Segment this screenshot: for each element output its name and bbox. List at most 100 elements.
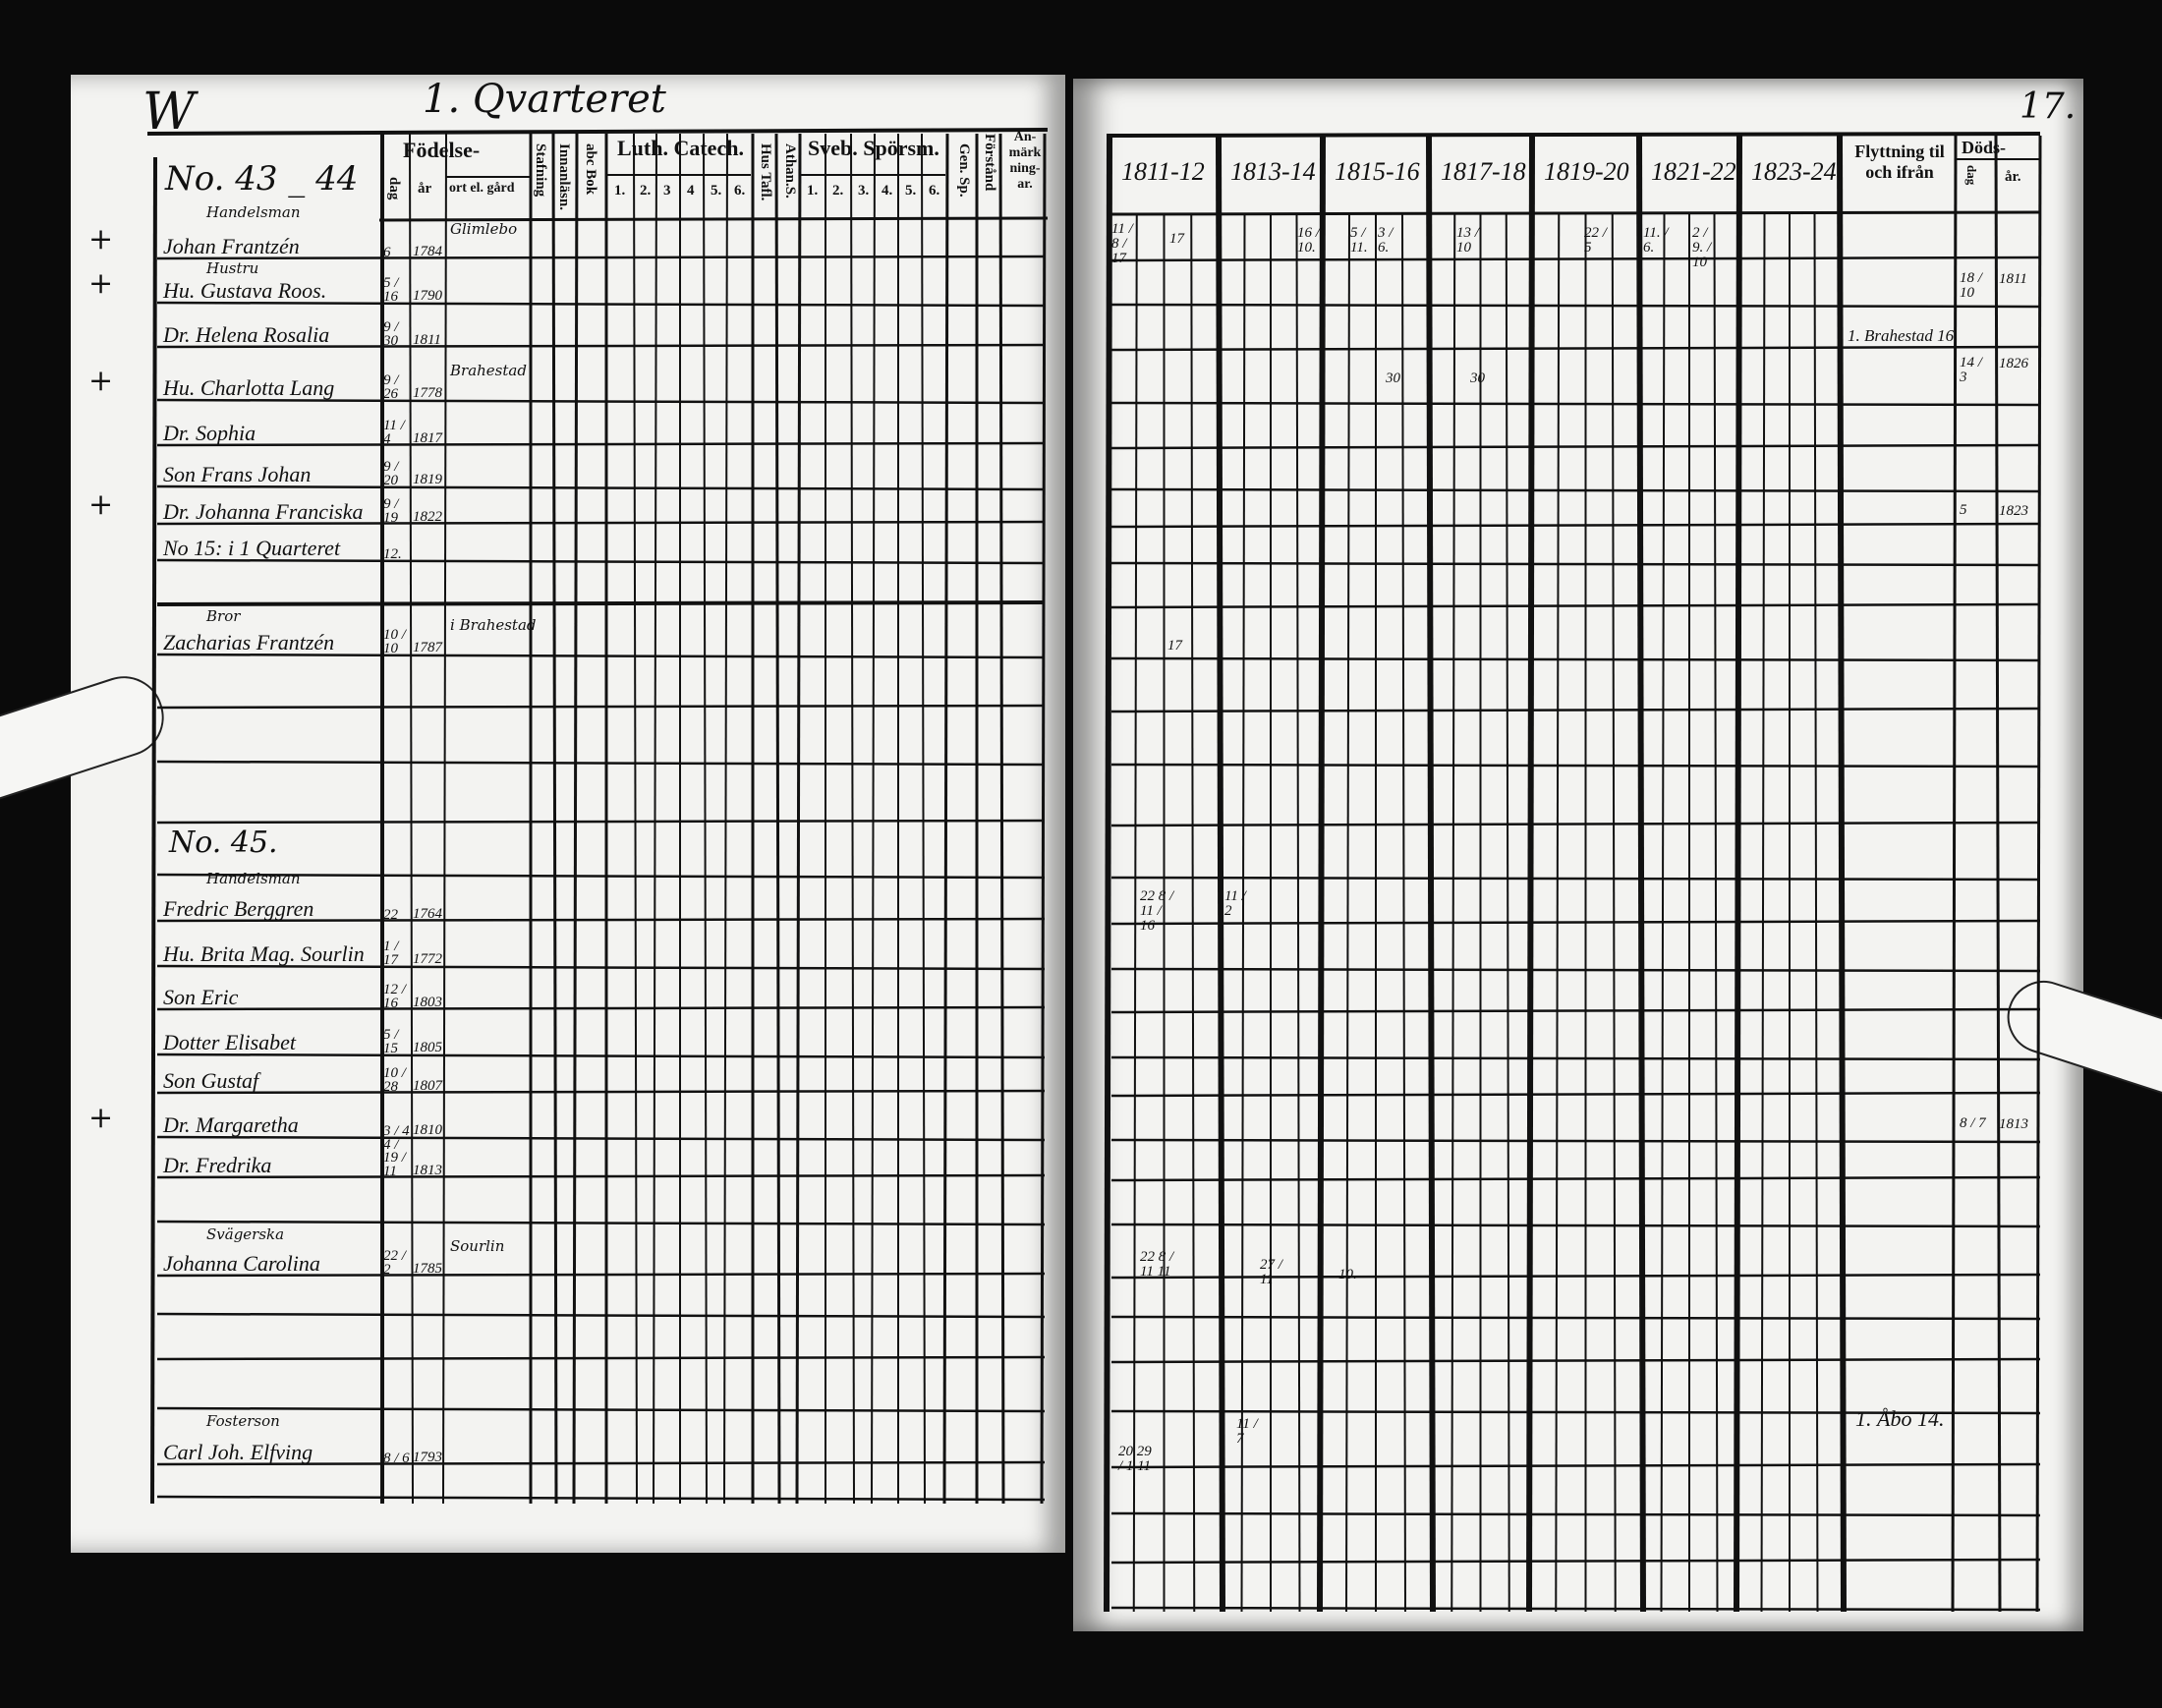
header-luth-catech: Luth. Catech. (617, 136, 744, 160)
year-column-header: 1821-22 (1651, 157, 1736, 186)
person-role: Fosterson (206, 1412, 280, 1430)
rule-line (1132, 213, 1138, 1613)
corner-mark: W (142, 83, 196, 142)
rule-line (156, 917, 1046, 923)
rule-line (1837, 135, 1847, 1613)
rule-line (1110, 1273, 2041, 1280)
rule-line (1110, 1223, 2041, 1228)
rule-line (1110, 919, 2041, 926)
rule-line (156, 873, 1046, 880)
person-name: Dr. Johanna Franciska (163, 499, 364, 524)
birth-day: 22 (383, 906, 398, 923)
rule-line (1104, 135, 1112, 1613)
luth-subcol-label: 5. (711, 183, 722, 199)
rule-line (633, 133, 638, 1505)
rule-line (156, 1406, 1046, 1413)
rule-line (156, 704, 1046, 710)
rule-line (653, 133, 657, 1505)
rule-line (774, 133, 781, 1505)
person-name: Hu. Gustava Roos. (163, 278, 327, 303)
birth-day: 12. (383, 545, 402, 562)
person-role: Bror (206, 607, 241, 625)
header-hus-tafl: Hus Tafl. (758, 143, 773, 201)
rule-line (1110, 1409, 2041, 1415)
header-innanlasn: Innanläsn. (556, 143, 572, 210)
year-note: 22 8 / 11 / 16 (1140, 888, 1174, 934)
rule-line (1110, 656, 2041, 662)
rule-line (156, 484, 1046, 491)
death-year: 1823 (1999, 503, 2028, 519)
rule-line (1110, 1462, 2041, 1469)
birth-year: 1772 (413, 951, 442, 967)
rule-line (156, 301, 1046, 308)
rule-line (442, 133, 447, 1505)
rule-line (1110, 303, 2041, 309)
sveb-subcol-label: 5. (905, 183, 917, 199)
year-note: 10. (1338, 1267, 1357, 1282)
year-note: 13 / 10 (1456, 225, 1479, 256)
header-sveb-sporsm: Sveb. Spörsm. (808, 136, 939, 160)
header-gen-sp: Gen. Sp. (956, 143, 972, 198)
rule-line (1106, 210, 2041, 216)
death-year: 1813 (1999, 1116, 2028, 1132)
person-name: Dr. Sophia (163, 421, 256, 445)
deceased-mark: + (88, 364, 114, 398)
deceased-mark: + (88, 1101, 114, 1135)
rule-line (1951, 135, 1958, 1613)
birth-year: 1784 (413, 244, 442, 259)
birth-day: 6 (383, 244, 391, 260)
rule-line (156, 1173, 1046, 1179)
rule-line (871, 133, 876, 1505)
header-stafning: Stafning (533, 143, 548, 198)
birth-year: 1819 (413, 472, 442, 487)
rule-line (572, 133, 579, 1505)
death-year: 1811 (1999, 271, 2027, 287)
birth-year: 1822 (413, 509, 442, 525)
year-note: 16 / 10. (1297, 225, 1320, 256)
birth-place: i Brahestad (450, 616, 537, 634)
page-title: 1. Qvarteret (423, 77, 666, 122)
person-name: Johan Frantzén (163, 234, 300, 258)
person-name: Hu. Charlotta Lang (163, 375, 335, 400)
header-dods: Döds- (1962, 138, 2007, 157)
year-column-header: 1813-14 (1230, 157, 1316, 186)
rule-line (1110, 1315, 2041, 1321)
rule-line (942, 133, 949, 1505)
person-name: Johanna Carolina (163, 1251, 320, 1276)
rule-line (551, 133, 558, 1505)
rule-line (156, 964, 1046, 971)
rule-line (723, 133, 728, 1505)
rule-line (1110, 345, 2041, 352)
rule-line (1110, 1357, 2041, 1364)
rule-line (1110, 1055, 2041, 1061)
sveb-subcol-label: 6. (929, 183, 940, 199)
birth-year: 1803 (413, 995, 442, 1010)
rule-line (156, 1495, 1046, 1502)
rule-line (1611, 213, 1617, 1613)
sveb-subcol-label: 2. (832, 183, 844, 199)
birth-day: 1 / 17 (383, 939, 399, 968)
luth-subcol-label: 6. (734, 183, 746, 199)
birth-year: 1790 (413, 288, 442, 304)
death-day: 5 (1960, 502, 1967, 518)
rule-line (703, 133, 708, 1505)
rule-line (156, 1005, 1046, 1011)
year-note: 17 (1167, 638, 1182, 654)
rule-line (1713, 213, 1719, 1613)
luth-subcol-label: 2. (640, 183, 652, 199)
birth-day: 10 / 10 (383, 627, 406, 656)
person-name: No 15: i 1 Quarteret (163, 536, 341, 560)
rule-line (850, 133, 855, 1505)
rule-line (1110, 401, 2041, 407)
rule-line (1110, 967, 2041, 973)
rule-line (1636, 135, 1646, 1613)
rule-line (1110, 522, 2041, 529)
birth-place: Sourlin (450, 1237, 505, 1255)
rule-line (156, 1220, 1046, 1226)
rule-line (921, 133, 926, 1505)
year-note: 17 (1169, 231, 1184, 247)
header-athan-s: Athan.S. (782, 143, 798, 199)
rule-line (1190, 213, 1196, 1613)
rule-line (156, 653, 1046, 659)
flyttning-entry: 1. Åbo 14. (1855, 1406, 1945, 1431)
